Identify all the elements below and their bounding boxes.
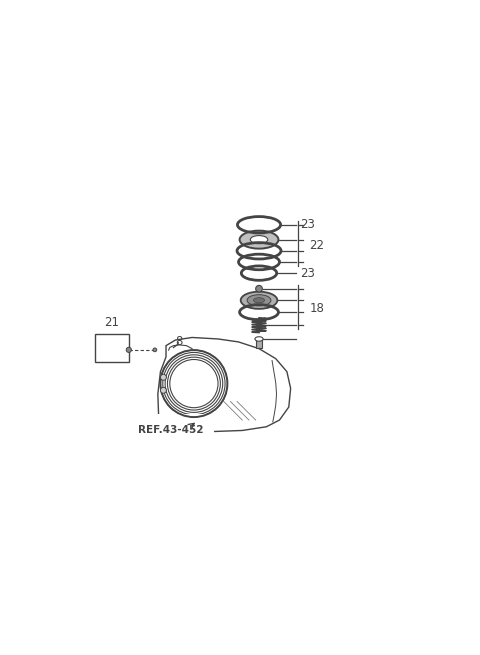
Ellipse shape bbox=[253, 297, 264, 303]
Text: 8: 8 bbox=[175, 335, 183, 348]
Circle shape bbox=[126, 347, 132, 352]
Bar bbox=[96, 335, 129, 362]
Ellipse shape bbox=[255, 337, 263, 341]
Text: 18: 18 bbox=[309, 302, 324, 315]
Ellipse shape bbox=[240, 231, 278, 249]
Ellipse shape bbox=[250, 236, 268, 244]
Text: 23: 23 bbox=[300, 218, 315, 231]
Text: REF.43-452: REF.43-452 bbox=[138, 424, 204, 434]
Circle shape bbox=[160, 374, 167, 381]
Text: 21: 21 bbox=[105, 316, 120, 329]
Ellipse shape bbox=[247, 295, 271, 306]
Circle shape bbox=[256, 286, 263, 292]
Text: 23: 23 bbox=[300, 267, 315, 280]
Ellipse shape bbox=[240, 291, 277, 309]
Circle shape bbox=[160, 387, 167, 393]
Circle shape bbox=[153, 348, 157, 352]
Bar bbox=[256, 339, 262, 348]
Text: 22: 22 bbox=[309, 240, 324, 252]
